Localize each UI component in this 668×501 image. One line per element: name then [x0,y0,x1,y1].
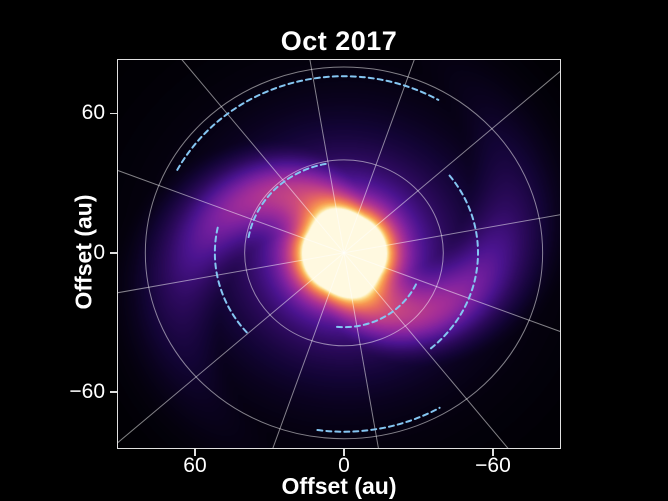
polar-grid-spoke [118,170,560,333]
spiral-trace-arc [429,174,479,350]
spiral-trace-arc [247,162,329,239]
x-tick-mark [343,448,345,456]
chart-title: Oct 2017 [280,26,398,56]
x-axis-label: Offset (au) [281,473,397,499]
y-tick-mark [110,391,118,393]
spiral-trace-arc [176,75,440,171]
polar-grid-spoke [118,214,560,294]
y-tick-mark [110,112,118,115]
spiral-trace-arc [336,283,417,329]
spiral-trace-arc [213,226,249,335]
spiral-trace-arc [316,406,441,433]
y-tick-mark [110,252,118,254]
plot-overlay-grid-and-arcs [118,60,560,448]
x-tick-label: 60 [183,454,207,477]
polar-grid-spoke [309,60,379,448]
x-tick-label: 0 [338,454,350,477]
polar-grid-circle [144,66,544,440]
y-tick-label: 0 [93,240,105,264]
polar-grid-circle [244,159,444,347]
x-tick-mark [194,448,196,456]
x-tick-label: −60 [475,454,511,477]
plot-area [117,59,561,449]
x-tick-mark [492,448,494,456]
y-tick-label: −60 [69,380,105,404]
y-tick-label: 60 [81,101,105,125]
